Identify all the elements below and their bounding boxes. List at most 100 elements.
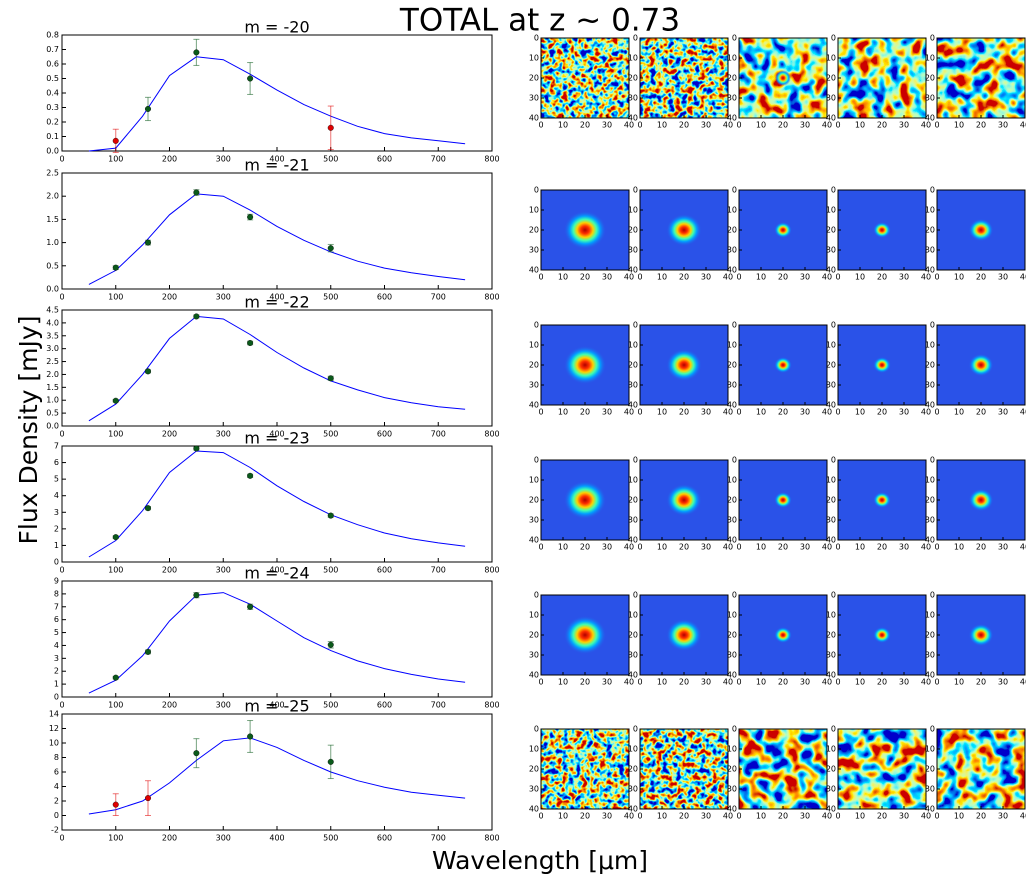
image-x-tick-label: 30 <box>899 273 909 282</box>
x-tick-label: 300 <box>216 293 231 302</box>
image-y-tick-label: 20 <box>529 226 539 235</box>
image-y-tick-label: 20 <box>925 226 935 235</box>
image-source <box>968 353 994 377</box>
data-point <box>193 189 200 196</box>
image-x-tick-label: 30 <box>602 121 612 130</box>
x-tick-label: 400 <box>269 566 284 575</box>
image-y-tick-label: 40 <box>826 114 836 123</box>
image-y-tick-label: 10 <box>529 206 539 215</box>
y-tick-label: 8 <box>54 753 59 762</box>
image-y-tick-label: 30 <box>826 785 836 794</box>
image-y-tick-label: 40 <box>628 536 638 545</box>
data-point <box>247 75 254 82</box>
image-x-tick-label: 40 <box>1020 543 1026 552</box>
image-x-tick-label: 10 <box>756 273 766 282</box>
image-y-tick-label: 30 <box>925 651 935 660</box>
image-x-tick-label: 40 <box>624 408 634 417</box>
image-y-tick-label: 0 <box>930 456 935 465</box>
image-x-tick-label: 0 <box>637 121 642 130</box>
data-point <box>247 733 254 740</box>
data-point <box>144 795 151 802</box>
image-y-tick-label: 10 <box>529 611 539 620</box>
x-tick-label: 500 <box>323 701 338 710</box>
image-x-tick-label: 40 <box>624 812 634 821</box>
image-map <box>640 729 728 809</box>
image-y-tick-label: 20 <box>628 765 638 774</box>
image-y-tick-label: 10 <box>826 745 836 754</box>
image-map <box>640 38 728 118</box>
x-tick-label: 200 <box>162 430 177 439</box>
image-source <box>774 357 792 373</box>
image-x-tick-label: 0 <box>538 543 543 552</box>
image-y-tick-label: 0 <box>732 456 737 465</box>
image-x-tick-label: 0 <box>538 121 543 130</box>
image-source <box>968 218 994 242</box>
data-point <box>193 49 200 56</box>
image-source <box>563 210 607 250</box>
image-x-tick-label: 40 <box>723 121 733 130</box>
image-x-tick-label: 40 <box>1020 121 1026 130</box>
image-map <box>541 38 629 118</box>
data-point <box>247 339 254 346</box>
data-point <box>112 137 119 144</box>
image-x-tick-label: 40 <box>1020 408 1026 417</box>
data-point <box>327 124 334 131</box>
x-axis-label: Wavelength [μm] <box>432 846 648 875</box>
image-y-tick-label: 30 <box>727 651 737 660</box>
data-point <box>327 375 334 382</box>
image-y-tick-label: 10 <box>727 341 737 350</box>
image-y-tick-label: 10 <box>529 341 539 350</box>
fit-curve <box>88 737 466 815</box>
image-y-tick-label: 30 <box>727 785 737 794</box>
image-y-tick-label: 40 <box>727 805 737 814</box>
x-tick-label: 200 <box>162 834 177 843</box>
image-y-tick-label: 30 <box>826 94 836 103</box>
image-y-tick-label: 30 <box>826 516 836 525</box>
image-y-tick-label: 40 <box>628 671 638 680</box>
image-y-tick-label: 10 <box>628 341 638 350</box>
image-y-tick-label: 0 <box>633 34 638 43</box>
image-x-tick-label: 20 <box>679 543 689 552</box>
image-x-tick-label: 20 <box>877 273 887 282</box>
image-y-tick-label: 40 <box>925 671 935 680</box>
image-x-tick-label: 30 <box>701 121 711 130</box>
image-y-tick-label: 20 <box>628 361 638 370</box>
data-point <box>327 758 334 765</box>
image-x-tick-label: 10 <box>954 273 964 282</box>
x-tick-label: 300 <box>216 155 231 164</box>
image-x-tick-label: 10 <box>954 812 964 821</box>
image-x-tick-label: 40 <box>822 812 832 821</box>
image-y-tick-label: 0 <box>732 186 737 195</box>
image-x-tick-label: 20 <box>580 812 590 821</box>
image-y-tick-label: 40 <box>925 401 935 410</box>
image-y-tick-label: 0 <box>732 591 737 600</box>
x-tick-label: 400 <box>269 701 284 710</box>
image-x-tick-label: 0 <box>736 408 741 417</box>
x-tick-label: 200 <box>162 701 177 710</box>
image-y-tick-label: 40 <box>826 266 836 275</box>
image-y-tick-label: 30 <box>727 381 737 390</box>
data-point <box>112 397 119 404</box>
image-y-tick-label: 40 <box>727 114 737 123</box>
image-x-tick-label: 0 <box>835 812 840 821</box>
image-x-tick-label: 10 <box>855 812 865 821</box>
y-tick-label: 0.1 <box>46 132 59 141</box>
image-x-tick-label: 10 <box>756 812 766 821</box>
image-y-tick-label: 20 <box>727 631 737 640</box>
image-x-tick-label: 10 <box>855 121 865 130</box>
image-x-tick-label: 10 <box>954 543 964 552</box>
data-point <box>327 512 334 519</box>
image-x-tick-label: 40 <box>723 812 733 821</box>
image-y-tick-label: 10 <box>529 745 539 754</box>
x-tick-label: 800 <box>484 566 499 575</box>
image-x-tick-label: 0 <box>934 812 939 821</box>
image-y-tick-label: 40 <box>529 114 539 123</box>
x-tick-label: 300 <box>216 701 231 710</box>
image-y-tick-label: 40 <box>925 114 935 123</box>
image-x-tick-label: 30 <box>998 121 1008 130</box>
image-x-tick-label: 40 <box>822 121 832 130</box>
y-tick-label: 6 <box>54 458 59 467</box>
image-x-tick-label: 0 <box>835 543 840 552</box>
data-point <box>193 313 200 320</box>
